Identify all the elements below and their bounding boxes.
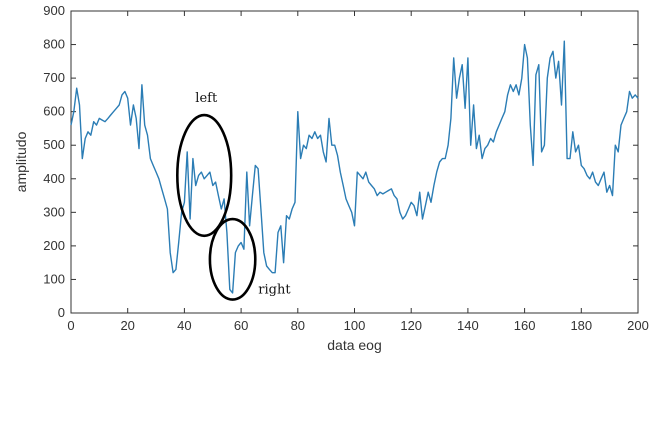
x-tick-label: 160: [514, 318, 536, 333]
x-axis-label: data eog: [327, 337, 382, 353]
x-axis-ticks: 0 20 40 60 80 100 120 140 160 180 200: [67, 11, 649, 333]
y-tick-label: 800: [43, 37, 65, 52]
y-axis-ticks: 0 100 200 300 400 500 600 700 800 900: [43, 3, 638, 320]
x-tick-label: 40: [177, 318, 191, 333]
y-tick-label: 600: [43, 104, 65, 119]
y-tick-label: 200: [43, 238, 65, 253]
x-tick-label: 80: [291, 318, 305, 333]
x-tick-label: 60: [234, 318, 248, 333]
y-tick-label: 500: [43, 137, 65, 152]
x-tick-label: 180: [570, 318, 592, 333]
plot-area: [70, 10, 639, 314]
x-tick-label: 200: [627, 318, 649, 333]
y-axis-label: amplitudo: [13, 131, 29, 192]
annotation-label-left: left: [195, 91, 218, 106]
x-tick-label: 20: [120, 318, 134, 333]
annotation-ellipse-left: [176, 113, 233, 238]
x-tick-label: 100: [344, 318, 366, 333]
annotations: left right: [176, 91, 291, 301]
y-tick-label: 100: [43, 271, 65, 286]
x-tick-label: 140: [457, 318, 479, 333]
y-tick-label: 400: [43, 171, 65, 186]
y-tick-label: 300: [43, 204, 65, 219]
x-tick-label: 0: [67, 318, 74, 333]
annotation-label-right: right: [258, 283, 291, 298]
series-line: [70, 40, 639, 294]
annotation-ellipse-right: [208, 217, 257, 301]
x-tick-label: 120: [400, 318, 422, 333]
y-tick-label: 0: [58, 305, 65, 320]
y-tick-label: 700: [43, 70, 65, 85]
y-tick-label: 900: [43, 3, 65, 18]
